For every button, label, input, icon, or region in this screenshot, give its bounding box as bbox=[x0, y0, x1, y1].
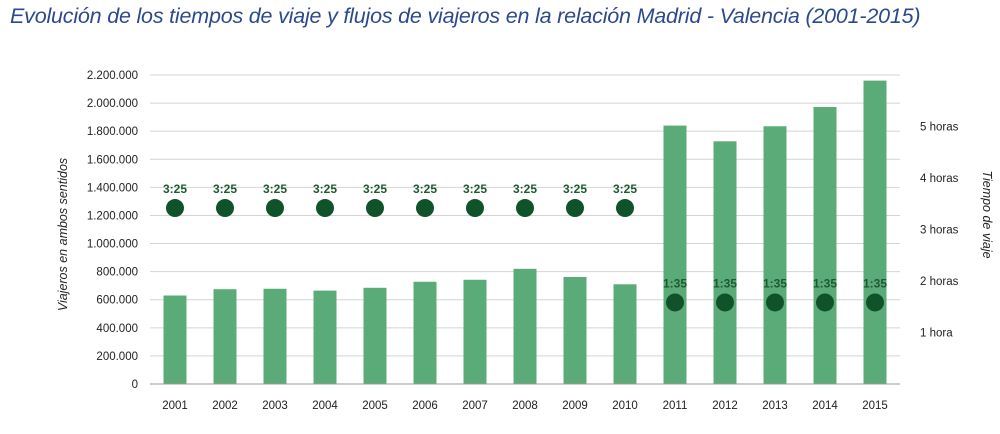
time-point-label: 1:35 bbox=[763, 276, 787, 290]
bar-2008 bbox=[513, 268, 537, 384]
travel-time-series: 3:25 3:25 3:25 3:25 3:25 3:25 3:25 3:25 3:25 3:25… bbox=[163, 182, 887, 312]
bar-2014 bbox=[813, 107, 837, 385]
time-point-label: 3:25 bbox=[413, 182, 437, 196]
time-point-label: 3:25 bbox=[463, 182, 487, 196]
time-point-label: 1:35 bbox=[713, 276, 737, 290]
y-axis-ticks: 0 200.000 400.000 600.000 800.000 1.000.000 1.… bbox=[87, 70, 138, 391]
y2-tick-label: 3 horas bbox=[920, 225, 959, 237]
y-tick-label: 2.200.000 bbox=[87, 70, 138, 82]
bar-2012 bbox=[713, 141, 737, 384]
y-tick-label: 1.800.000 bbox=[87, 126, 138, 138]
x-tick-label: 2012 bbox=[712, 400, 738, 412]
x-axis-ticks: 2001 2002 2003 2004 2005 2006 2007 2008 2009 2010… bbox=[162, 400, 888, 412]
time-point-2006 bbox=[416, 199, 434, 218]
bar-2002 bbox=[213, 289, 237, 384]
y-tick-label: 2.000.000 bbox=[87, 98, 138, 110]
bar-2010 bbox=[613, 284, 637, 384]
time-point-label: 1:35 bbox=[863, 276, 887, 290]
time-point-2002 bbox=[216, 199, 234, 218]
x-tick-label: 2007 bbox=[462, 400, 488, 412]
bar-2001 bbox=[163, 295, 187, 384]
y-tick-label: 0 bbox=[132, 379, 138, 391]
y-tick-label: 1.600.000 bbox=[87, 154, 138, 166]
x-tick-label: 2003 bbox=[262, 400, 288, 412]
x-tick-label: 2013 bbox=[762, 400, 788, 412]
x-tick-label: 2006 bbox=[412, 400, 438, 412]
chart-title: Evolución de los tiempos de viaje y fluj… bbox=[10, 4, 921, 28]
y2-axis-ticks: 1 hora 2 horas 3 horas 4 horas 5 horas bbox=[920, 122, 959, 340]
bar-2004 bbox=[313, 290, 337, 384]
time-point-label: 3:25 bbox=[563, 182, 587, 196]
x-tick-label: 2004 bbox=[312, 400, 338, 412]
time-point-2015 bbox=[866, 293, 884, 312]
x-tick-label: 2011 bbox=[663, 400, 688, 412]
y-tick-label: 800.000 bbox=[96, 267, 138, 279]
time-point-2008 bbox=[516, 199, 534, 218]
bar-2013 bbox=[763, 126, 787, 385]
time-point-2011 bbox=[666, 293, 684, 312]
bar-2006 bbox=[413, 281, 437, 384]
x-tick-label: 2002 bbox=[212, 400, 238, 412]
time-point-2012 bbox=[716, 293, 734, 312]
time-point-2001 bbox=[166, 199, 184, 218]
time-point-2007 bbox=[466, 199, 484, 218]
y2-tick-label: 1 hora bbox=[920, 328, 953, 340]
y2-tick-label: 5 horas bbox=[920, 122, 959, 134]
y-axis-title: Viajeros en ambos sentidos bbox=[56, 158, 70, 311]
bar-2011 bbox=[663, 125, 687, 385]
bar-2007 bbox=[463, 279, 487, 384]
bar-series bbox=[163, 80, 887, 385]
time-point-2003 bbox=[266, 199, 284, 218]
time-point-2004 bbox=[316, 199, 334, 218]
time-point-2009 bbox=[566, 199, 584, 218]
x-tick-label: 2010 bbox=[612, 400, 638, 412]
x-tick-label: 2015 bbox=[862, 400, 888, 412]
time-point-2005 bbox=[366, 199, 384, 218]
y-tick-label: 1.400.000 bbox=[87, 182, 138, 194]
time-point-label: 1:35 bbox=[663, 276, 687, 290]
bar-2015 bbox=[863, 80, 887, 385]
y2-tick-label: 4 horas bbox=[920, 173, 959, 185]
bar-2003 bbox=[263, 288, 287, 384]
bar-2009 bbox=[563, 276, 587, 384]
y-tick-label: 400.000 bbox=[96, 323, 138, 335]
time-point-label: 3:25 bbox=[513, 182, 537, 196]
y2-axis-title: Tiempo de viaje bbox=[980, 170, 994, 258]
x-tick-label: 2005 bbox=[362, 400, 388, 412]
time-point-label: 3:25 bbox=[163, 182, 187, 196]
y-tick-label: 200.000 bbox=[96, 351, 138, 363]
x-tick-label: 2014 bbox=[812, 400, 838, 412]
x-tick-label: 2008 bbox=[512, 400, 538, 412]
time-point-label: 3:25 bbox=[263, 182, 287, 196]
y-tick-label: 1.000.000 bbox=[87, 239, 138, 251]
bar-2005 bbox=[363, 287, 387, 384]
y2-tick-label: 2 horas bbox=[920, 276, 959, 288]
time-point-2014 bbox=[816, 293, 834, 312]
time-point-label: 3:25 bbox=[363, 182, 387, 196]
x-tick-label: 2001 bbox=[162, 400, 188, 412]
x-tick-label: 2009 bbox=[562, 400, 588, 412]
y-tick-label: 600.000 bbox=[96, 295, 138, 307]
time-point-2010 bbox=[616, 199, 634, 218]
time-point-2013 bbox=[766, 293, 784, 312]
time-point-label: 3:25 bbox=[613, 182, 637, 196]
y-tick-label: 1.200.000 bbox=[87, 210, 138, 222]
time-point-label: 1:35 bbox=[813, 276, 837, 290]
time-point-label: 3:25 bbox=[313, 182, 337, 196]
time-point-label: 3:25 bbox=[213, 182, 237, 196]
